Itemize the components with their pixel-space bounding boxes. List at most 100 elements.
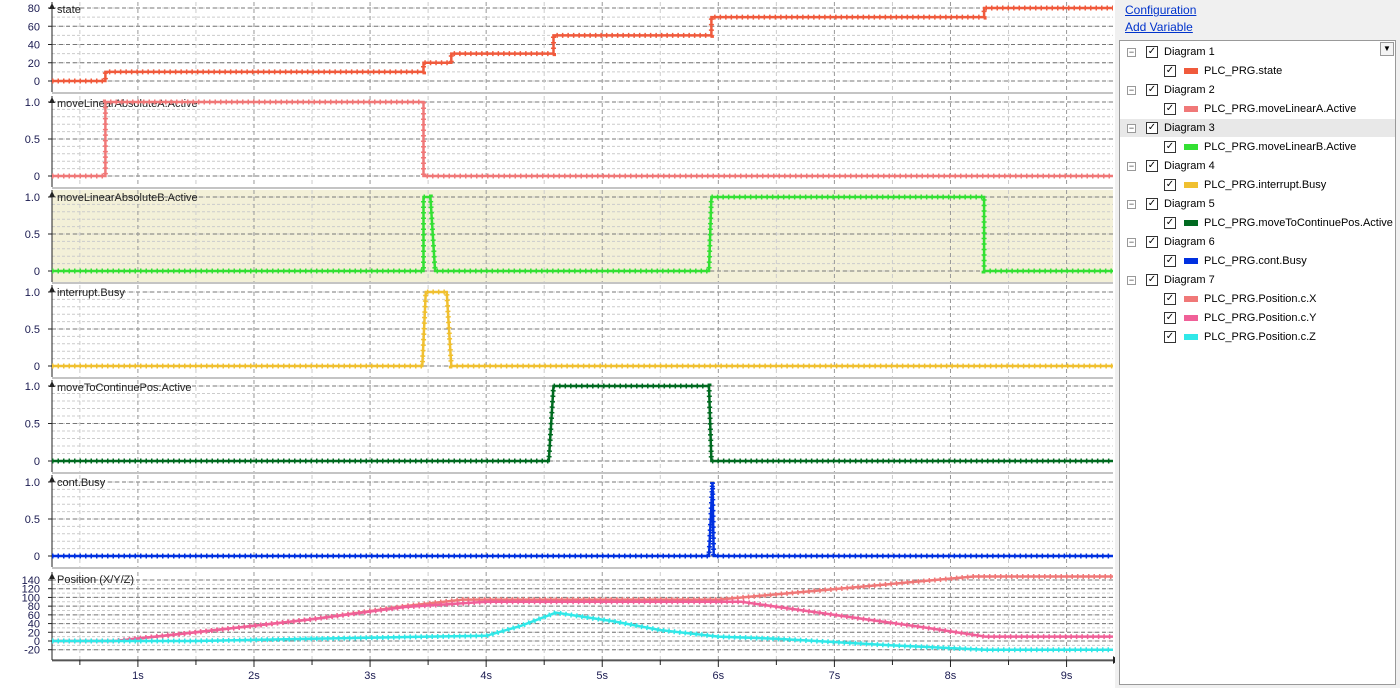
checkbox-icon[interactable]: ✓ xyxy=(1146,236,1158,248)
diagram-label: Diagram 5 xyxy=(1164,198,1215,210)
tree-item-variable[interactable]: ✓ PLC_PRG.state xyxy=(1120,62,1395,80)
diagram-label: Diagram 3 xyxy=(1164,122,1215,134)
checkbox-icon[interactable]: ✓ xyxy=(1164,65,1176,77)
variable-label: PLC_PRG.Position.c.Y xyxy=(1204,312,1317,324)
collapse-icon[interactable]: − xyxy=(1127,46,1136,57)
collapse-icon[interactable]: − xyxy=(1127,198,1136,209)
checkbox-icon[interactable]: ✓ xyxy=(1164,312,1176,324)
tree-item-variable[interactable]: ✓ PLC_PRG.moveLinearB.Active xyxy=(1120,138,1395,156)
diagram-label: Diagram 6 xyxy=(1164,236,1215,248)
diagram-title: moveLinearAbsoluteB.Active xyxy=(57,192,198,204)
variable-label: PLC_PRG.moveLinearA.Active xyxy=(1204,103,1357,115)
tree-item-diagram-3[interactable]: − ✓ Diagram 3 xyxy=(1120,119,1395,137)
y-tick-label: 1.0 xyxy=(25,287,40,299)
collapse-icon[interactable]: − xyxy=(1127,274,1136,285)
checkbox-icon[interactable]: ✓ xyxy=(1164,331,1176,343)
y-tick-label: 0 xyxy=(34,76,40,88)
tree-item-diagram-4[interactable]: − ✓ Diagram 4 xyxy=(1120,157,1395,175)
collapse-icon[interactable]: − xyxy=(1127,160,1136,171)
checkbox-icon[interactable]: ✓ xyxy=(1164,179,1176,191)
checkbox-icon[interactable]: ✓ xyxy=(1164,255,1176,267)
axis-arrow-icon xyxy=(49,476,55,482)
checkbox-icon[interactable]: ✓ xyxy=(1164,293,1176,305)
y-tick-label: 0 xyxy=(34,456,40,468)
diagram-panel-5[interactable]: 0 0.5 1.0 moveToContinuePos.Active xyxy=(25,380,1113,474)
variable-label: PLC_PRG.Position.c.Z xyxy=(1204,331,1316,343)
variable-label: PLC_PRG.state xyxy=(1204,65,1283,77)
diagram-title: interrupt.Busy xyxy=(57,287,125,299)
tree-item-diagram-6[interactable]: − ✓ Diagram 6 xyxy=(1120,233,1395,251)
tree-item-variable[interactable]: ✓ PLC_PRG.cont.Busy xyxy=(1120,252,1395,270)
panel-highlight xyxy=(52,190,1113,282)
tree-item-diagram-1[interactable]: − ✓ Diagram 1 xyxy=(1120,43,1395,61)
tree-item-variable[interactable]: ✓ PLC_PRG.Position.c.Z xyxy=(1120,328,1395,346)
tree-item-diagram-7[interactable]: − ✓ Diagram 7 xyxy=(1120,271,1395,289)
add-variable-link[interactable]: Add Variable xyxy=(1125,20,1193,34)
checkbox-icon[interactable]: ✓ xyxy=(1164,141,1176,153)
variable-label: PLC_PRG.interrupt.Busy xyxy=(1204,179,1327,191)
diagram-label: Diagram 4 xyxy=(1164,160,1215,172)
tree-item-variable[interactable]: ✓ PLC_PRG.interrupt.Busy xyxy=(1120,176,1395,194)
diagram-panel-6[interactable]: 0 0.5 1.0 cont.Busy xyxy=(25,475,1113,569)
checkbox-icon[interactable]: ✓ xyxy=(1146,198,1158,210)
checkbox-icon[interactable]: ✓ xyxy=(1164,217,1176,229)
diagram-panel-1[interactable]: 0 20 40 60 80 state xyxy=(28,2,1113,94)
series-markers-5-1 xyxy=(52,383,1113,464)
checkbox-icon[interactable]: ✓ xyxy=(1146,274,1158,286)
diagram-panel-3[interactable]: 0 0.5 1.0 moveLinearAbsoluteB.Active xyxy=(25,190,1113,284)
collapse-icon[interactable]: − xyxy=(1127,84,1136,95)
y-tick-label: 1.0 xyxy=(25,192,40,204)
tree-item-diagram-2[interactable]: − ✓ Diagram 2 xyxy=(1120,81,1395,99)
time-axis: 1s 2s 3s 4s 5s 6s 7s 8s 9s xyxy=(52,656,1115,682)
tree-item-diagram-5[interactable]: − ✓ Diagram 5 xyxy=(1120,195,1395,213)
y-tick-label: 60 xyxy=(28,21,40,33)
y-tick-label: 80 xyxy=(28,601,40,613)
y-tick-label: 0.5 xyxy=(25,134,40,146)
y-tick-label: 20 xyxy=(28,58,40,70)
tree-item-variable[interactable]: ✓ PLC_PRG.Position.c.Y xyxy=(1120,309,1395,327)
checkbox-icon[interactable]: ✓ xyxy=(1146,122,1158,134)
checkbox-icon[interactable]: ✓ xyxy=(1164,103,1176,115)
tree-item-variable[interactable]: ✓ PLC_PRG.moveToContinuePos.Active xyxy=(1120,214,1395,232)
y-tick-label: 0 xyxy=(34,171,40,183)
tree-item-variable[interactable]: ✓ PLC_PRG.Position.c.X xyxy=(1120,290,1395,308)
checkbox-icon[interactable]: ✓ xyxy=(1146,46,1158,58)
axis-arrow-icon xyxy=(49,191,55,197)
checkbox-icon[interactable]: ✓ xyxy=(1146,160,1158,172)
variable-tree: ▼ − ✓ Diagram 1 ✓ PLC_PRG.state − ✓ Diagra… xyxy=(1119,40,1396,685)
trace-sidebar: Configuration Add Variable ▼ − ✓ Diagram… xyxy=(1115,0,1400,688)
diagram-title: moveToContinuePos.Active xyxy=(57,382,192,394)
y-tick-label: 0 xyxy=(34,551,40,563)
diagram-title: state xyxy=(57,4,81,16)
collapse-icon[interactable]: − xyxy=(1127,236,1136,247)
diagram-panel-4[interactable]: 0 0.5 1.0 interrupt.Busy xyxy=(25,285,1113,379)
axis-arrow-icon xyxy=(1113,656,1115,664)
y-tick-label: 0 xyxy=(34,266,40,278)
x-tick-label: 9s xyxy=(1061,670,1073,682)
variable-label: PLC_PRG.cont.Busy xyxy=(1204,255,1307,267)
y-tick-label: 1.0 xyxy=(25,97,40,109)
series-markers-7-2 xyxy=(52,599,1113,644)
series-line-6-1 xyxy=(52,481,1113,558)
color-swatch xyxy=(1184,220,1198,226)
color-swatch xyxy=(1184,315,1198,321)
diagram-label: Diagram 2 xyxy=(1164,84,1215,96)
tree-item-variable[interactable]: ✓ PLC_PRG.moveLinearA.Active xyxy=(1120,100,1395,118)
color-swatch xyxy=(1184,334,1198,340)
configuration-link[interactable]: Configuration xyxy=(1125,3,1197,17)
y-tick-label: 140 xyxy=(22,575,40,587)
variable-label: PLC_PRG.Position.c.X xyxy=(1204,293,1317,305)
dropdown-arrow-icon[interactable]: ▼ xyxy=(1380,42,1394,56)
series-markers-3-1 xyxy=(52,194,1113,274)
y-tick-label: 0.5 xyxy=(25,324,40,336)
diagram-panel-2[interactable]: 00.51.0 moveLinearAbsoluteA.Active xyxy=(25,96,1113,189)
collapse-icon[interactable]: − xyxy=(1127,122,1136,133)
diagram-title: cont.Busy xyxy=(57,477,106,489)
diagram-label: Diagram 1 xyxy=(1164,46,1215,58)
checkbox-icon[interactable]: ✓ xyxy=(1146,84,1158,96)
x-tick-label: 5s xyxy=(596,670,608,682)
color-swatch xyxy=(1184,258,1198,264)
axis-arrow-icon xyxy=(49,573,55,579)
